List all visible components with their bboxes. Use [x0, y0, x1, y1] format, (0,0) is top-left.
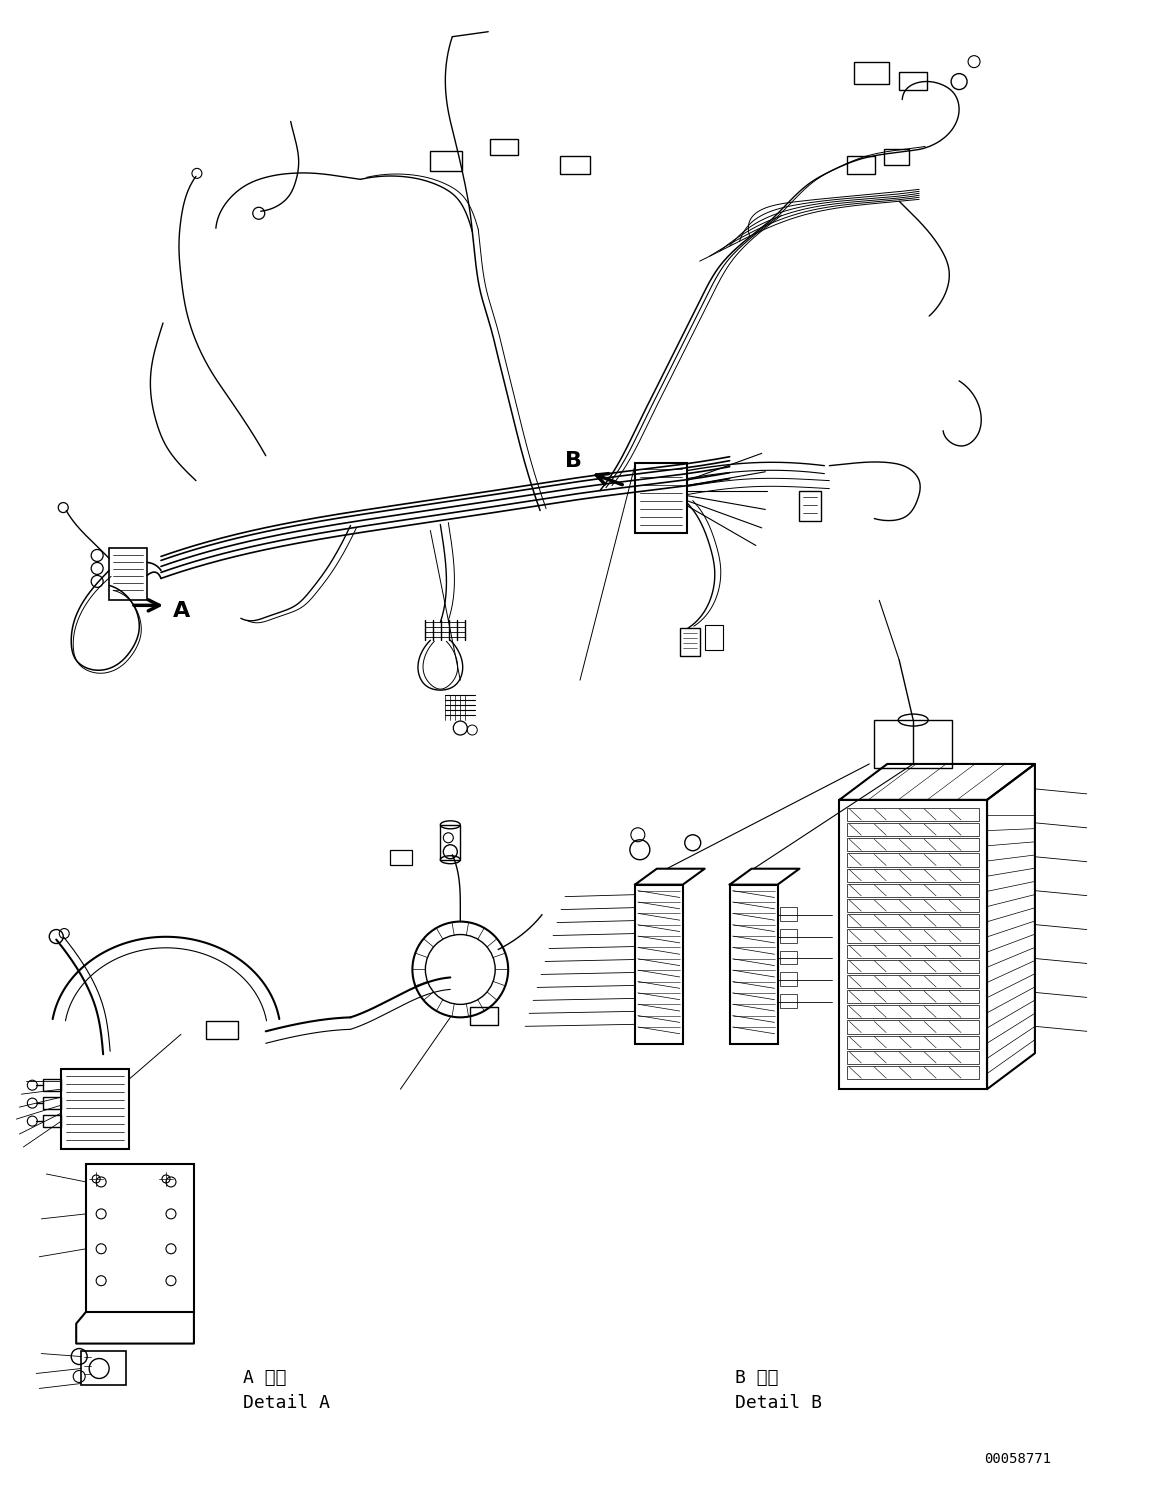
Text: Detail B: Detail B [735, 1394, 821, 1412]
Bar [840, 801, 987, 1089]
Bar [799, 491, 821, 521]
Bar [679, 628, 700, 656]
Bar [62, 1070, 129, 1149]
Bar [848, 1021, 979, 1034]
Bar [848, 930, 979, 942]
Bar [848, 1006, 979, 1018]
Bar [779, 951, 798, 964]
Bar [86, 1164, 194, 1311]
Text: B: B [565, 451, 582, 470]
Text: B 詳細: B 詳細 [735, 1369, 778, 1387]
Bar [109, 549, 147, 600]
Bar [43, 1115, 62, 1126]
Bar [848, 899, 979, 912]
Bar [848, 156, 876, 174]
Bar [884, 149, 909, 165]
Bar [848, 838, 979, 851]
Bar [391, 850, 413, 865]
Text: A 詳細: A 詳細 [243, 1369, 286, 1387]
Bar [561, 156, 590, 174]
Bar [779, 906, 798, 921]
Bar [848, 990, 979, 1003]
Bar [848, 1065, 979, 1079]
Bar [635, 885, 683, 1045]
Bar [430, 152, 462, 171]
Bar [875, 720, 952, 768]
Bar [779, 994, 798, 1009]
Bar [441, 824, 461, 860]
Text: Detail A: Detail A [243, 1394, 330, 1412]
Bar [848, 1051, 979, 1064]
Bar [470, 1007, 498, 1025]
Bar [848, 960, 979, 973]
Bar [848, 884, 979, 897]
Bar [43, 1097, 62, 1109]
Bar [206, 1021, 237, 1039]
Bar [848, 823, 979, 836]
Bar [848, 808, 979, 821]
Bar [635, 463, 686, 533]
Bar [729, 885, 778, 1045]
Bar [899, 71, 927, 89]
Bar [855, 61, 890, 83]
Bar [848, 1036, 979, 1049]
Bar [779, 973, 798, 987]
Bar [43, 1079, 62, 1091]
Bar [848, 945, 979, 958]
Bar [705, 625, 722, 650]
Bar [779, 929, 798, 942]
Bar [81, 1351, 126, 1385]
Bar [491, 140, 519, 155]
Bar [848, 975, 979, 988]
Bar [848, 869, 979, 882]
Text: A: A [173, 601, 191, 622]
Text: 00058771: 00058771 [984, 1452, 1051, 1466]
Bar [848, 854, 979, 866]
Bar [848, 914, 979, 927]
